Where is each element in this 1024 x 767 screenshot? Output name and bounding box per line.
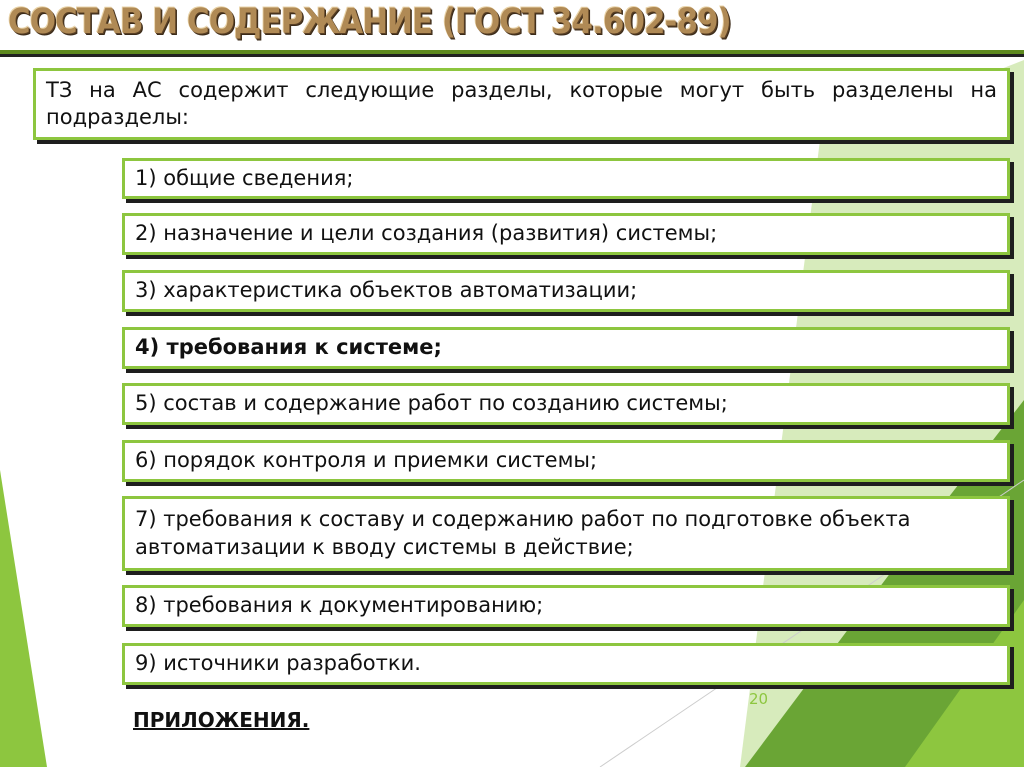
list-item: 5) состав и содержание работ по созданию… xyxy=(122,383,1010,425)
slide-title: СОСТАВ И СОДЕРЖАНИЕ (ГОСТ 34.602-89) xyxy=(8,2,732,42)
list-item: 4) требования к системе; xyxy=(122,327,1010,369)
list-item: 1) общие сведения; xyxy=(122,158,1010,199)
list-item: 2) назначение и цели создания (развития)… xyxy=(122,213,1010,255)
list-item: 7) требования к составу и содержанию раб… xyxy=(122,496,1010,571)
list-item: 8) требования к документированию; xyxy=(122,585,1010,627)
appendix-heading: ПРИЛОЖЕНИЯ. xyxy=(133,708,310,732)
intro-box: ТЗ на АС содержит следующие разделы, кот… xyxy=(33,68,1010,140)
list-item: 6) порядок контроля и приемки системы; xyxy=(122,440,1010,482)
title-rule xyxy=(0,50,1024,54)
left-green-triangle xyxy=(0,470,47,767)
title-rule-shadow xyxy=(0,54,1024,57)
list-item: 3) характеристика объектов автоматизации… xyxy=(122,270,1010,312)
page-number: 20 xyxy=(749,690,769,708)
list-item: 9) источники разработки. xyxy=(122,643,1010,685)
